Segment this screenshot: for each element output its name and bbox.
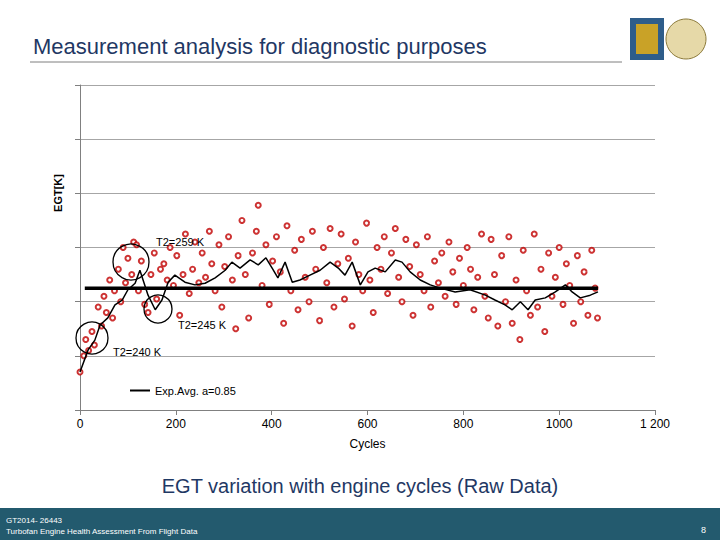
svg-text:Cycles: Cycles: [349, 437, 385, 451]
svg-text:600: 600: [357, 417, 377, 431]
svg-text:1 200: 1 200: [640, 417, 670, 431]
svg-text:T2=240 K: T2=240 K: [113, 346, 162, 358]
svg-text:Measurement analysis for diagn: Measurement analysis for diagnostic purp…: [33, 34, 487, 59]
svg-text:Turbofan Engine Health Assessm: Turbofan Engine Health Assessment From F…: [6, 527, 198, 536]
svg-text:EGT[K]: EGT[K]: [52, 174, 64, 212]
svg-text:0: 0: [77, 417, 84, 431]
svg-text:EGT variation with engine cycl: EGT variation with engine cycles (Raw Da…: [162, 475, 558, 497]
svg-text:400: 400: [262, 417, 282, 431]
svg-text:Exp.Avg. a=0.85: Exp.Avg. a=0.85: [155, 385, 236, 397]
svg-text:1000: 1000: [546, 417, 573, 431]
svg-text:800: 800: [453, 417, 473, 431]
svg-text:T2=245 K: T2=245 K: [178, 319, 227, 331]
svg-text:8: 8: [701, 525, 706, 535]
svg-text:200: 200: [166, 417, 186, 431]
svg-text:GT2014- 26443: GT2014- 26443: [6, 516, 63, 525]
svg-text:T2=259 K: T2=259 K: [156, 236, 205, 248]
